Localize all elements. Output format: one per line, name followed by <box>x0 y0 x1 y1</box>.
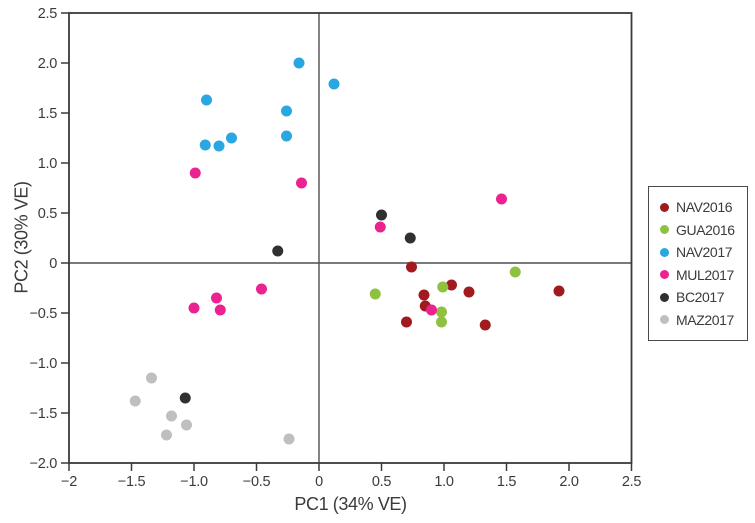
data-point <box>369 288 381 300</box>
x-axis-ticks: −2 −1.5 −1.0 −0.5 0 0.5 1.0 1.5 2.0 2.5 <box>61 463 642 490</box>
data-point <box>496 193 507 205</box>
data-point <box>166 410 177 422</box>
data-point <box>436 306 447 318</box>
data-point <box>211 292 222 304</box>
legend-item-bc2017: BC2017 <box>660 286 747 309</box>
x-tick-label: 1.5 <box>497 474 516 490</box>
data-point <box>161 429 172 441</box>
x-axis-title: PC1 (34% VE) <box>294 494 407 514</box>
legend-marker-nav2016-icon <box>660 202 669 212</box>
x-tick-label: 1.0 <box>434 474 453 490</box>
data-point <box>553 285 565 297</box>
y-tick-label: −0.5 <box>30 306 58 322</box>
data-point <box>437 281 449 293</box>
series-bc2017 <box>179 209 416 404</box>
legend-label-nav2017: NAV2017 <box>676 244 733 261</box>
series-gua2016 <box>369 266 521 328</box>
legend-item-nav2016: NAV2016 <box>660 196 747 219</box>
y-tick-label: −1.5 <box>30 406 58 422</box>
series-maz2017 <box>129 372 295 445</box>
data-point <box>181 419 192 431</box>
x-tick-label: −0.5 <box>243 474 271 490</box>
data-point <box>146 372 157 384</box>
legend: NAV2016 GUA2016 NAV2017 MUL2017 BC2017 M… <box>648 186 748 341</box>
legend-item-nav2017: NAV2017 <box>660 241 747 264</box>
legend-label-gua2016: GUA2016 <box>676 221 735 238</box>
data-point <box>446 279 457 291</box>
y-tick-label: 2.0 <box>38 56 57 72</box>
legend-marker-nav2017-icon <box>660 247 669 257</box>
data-point <box>213 140 225 152</box>
y-tick-label: 1.0 <box>38 156 57 172</box>
series-nav2016 <box>401 261 565 331</box>
series-nav2017 <box>199 57 340 152</box>
legend-label-nav2016: NAV2016 <box>676 199 733 216</box>
y-tick-label: −1.0 <box>30 356 58 372</box>
legend-item-mul2017: MUL2017 <box>660 264 747 287</box>
data-point <box>479 319 491 331</box>
zero-reference-lines <box>69 13 632 463</box>
y-tick-label: −2.0 <box>30 456 58 472</box>
legend-marker-bc2017-icon <box>660 292 669 302</box>
data-point <box>226 132 237 144</box>
legend-item-maz2017: MAZ2017 <box>660 309 747 332</box>
legend-marker-maz2017-icon <box>660 315 669 325</box>
data-point <box>179 392 191 404</box>
data-point <box>188 302 200 314</box>
data-point <box>129 395 141 407</box>
x-tick-label: −1.0 <box>180 474 208 490</box>
data-point <box>426 304 437 316</box>
data-point <box>199 139 211 151</box>
legend-label-maz2017: MAZ2017 <box>676 311 734 328</box>
y-axis-title: PC2 (30% VE) <box>11 181 32 294</box>
y-tick-label: 0 <box>49 256 57 272</box>
data-point <box>296 177 307 189</box>
plot-frame <box>68 12 633 464</box>
data-point <box>283 433 295 445</box>
x-tick-label: −2 <box>61 474 77 490</box>
legend-item-gua2016: GUA2016 <box>660 219 747 242</box>
data-point <box>293 57 305 69</box>
data-point <box>201 94 212 106</box>
data-point <box>376 209 387 221</box>
x-tick-label: 0.5 <box>372 474 391 490</box>
data-point <box>436 316 447 328</box>
y-tick-label: 1.5 <box>38 106 57 122</box>
y-tick-label: 2.5 <box>38 6 57 22</box>
data-point <box>189 167 201 179</box>
data-point <box>509 266 521 278</box>
y-tick-label: 0.5 <box>38 206 57 222</box>
data-point <box>272 245 284 257</box>
data-point <box>418 289 430 301</box>
data-point <box>328 78 340 90</box>
x-tick-label: 2.0 <box>559 474 578 490</box>
series-mul2017 <box>188 167 507 316</box>
x-tick-label: 2.5 <box>622 474 641 490</box>
data-point <box>281 105 292 117</box>
legend-marker-gua2016-icon <box>660 225 669 235</box>
data-point <box>401 316 412 328</box>
data-point <box>406 261 417 273</box>
legend-label-mul2017: MUL2017 <box>676 266 734 283</box>
x-tick-label: 0 <box>315 474 323 490</box>
legend-marker-mul2017-icon <box>660 270 669 280</box>
data-point <box>463 286 475 298</box>
x-tick-label: −1.5 <box>118 474 146 490</box>
data-point <box>256 283 267 295</box>
data-point <box>214 304 226 316</box>
legend-label-bc2017: BC2017 <box>676 289 725 306</box>
data-point <box>281 130 292 142</box>
data-point <box>404 232 416 244</box>
y-axis-ticks: 2.5 2.0 1.5 1.0 0.5 0 −0.5 −1.0 −1.5 −2.0 <box>30 6 69 472</box>
data-point <box>374 221 386 233</box>
